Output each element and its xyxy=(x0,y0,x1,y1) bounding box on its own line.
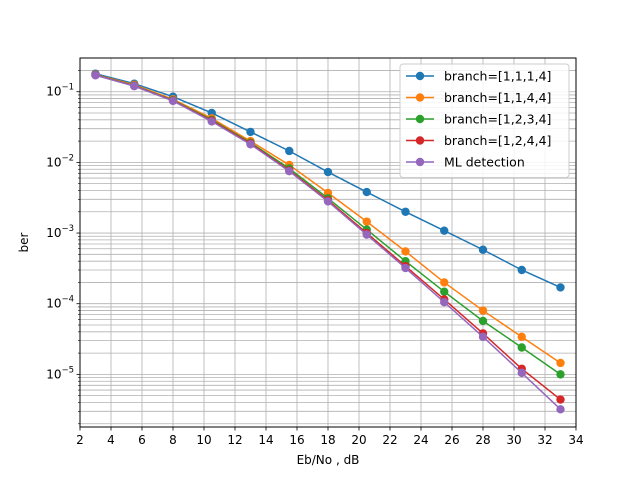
data-point xyxy=(362,230,371,239)
legend-label: branch=[1,1,4,4] xyxy=(444,90,551,105)
data-point xyxy=(362,187,371,197)
x-tick-label: 26 xyxy=(444,433,459,447)
y-axis-label: ber xyxy=(17,232,31,252)
data-point xyxy=(440,298,449,307)
x-tick-label: 16 xyxy=(289,433,304,447)
y-tick-label: 10−1 xyxy=(46,83,74,99)
data-point xyxy=(478,306,488,315)
x-tick-label: 6 xyxy=(138,433,146,447)
legend-label: branch=[1,2,4,4] xyxy=(444,133,551,148)
x-tick-label: 22 xyxy=(382,433,397,447)
legend-box xyxy=(399,63,570,178)
legend-label: branch=[1,2,3,4] xyxy=(444,112,551,127)
data-point xyxy=(556,370,565,379)
data-point xyxy=(440,287,449,296)
legend-item: branch=[1,1,1,4] xyxy=(406,69,551,84)
data-point xyxy=(556,358,565,368)
legend-marker xyxy=(415,114,425,124)
data-point xyxy=(517,343,526,352)
data-point xyxy=(517,368,526,378)
x-tick-label: 32 xyxy=(537,433,552,447)
data-point xyxy=(362,217,371,226)
series-4 xyxy=(91,71,565,414)
data-point xyxy=(478,316,488,326)
x-tick-label: 30 xyxy=(506,433,521,447)
y-axis-ticks: 10−5 10−4 10−3 10−2 10−1 xyxy=(46,70,80,425)
legend-marker xyxy=(415,136,425,145)
data-point xyxy=(207,117,216,126)
x-tick-label: 8 xyxy=(169,433,177,447)
y-tick-label: 10−5 xyxy=(46,365,74,381)
data-point xyxy=(285,167,294,176)
x-tick-label: 18 xyxy=(320,433,335,447)
data-point xyxy=(478,245,488,254)
data-point xyxy=(168,96,178,106)
x-tick-label: 20 xyxy=(351,433,366,447)
y-tick-label: 10−3 xyxy=(46,224,74,240)
x-tick-label: 14 xyxy=(258,433,273,447)
data-point xyxy=(478,332,488,342)
series-layer xyxy=(91,69,565,414)
x-tick-label: 28 xyxy=(475,433,490,447)
legend-item: branch=[1,1,4,4] xyxy=(406,90,551,105)
data-point xyxy=(246,140,255,149)
x-tick-label: 10 xyxy=(196,433,211,447)
legend-label: branch=[1,1,1,4] xyxy=(444,69,551,84)
legend-marker xyxy=(415,157,425,167)
legend-item: branch=[1,2,4,4] xyxy=(406,133,551,148)
data-point xyxy=(556,395,565,404)
data-point xyxy=(91,71,100,80)
data-point xyxy=(440,278,449,287)
legend: branch=[1,1,1,4] branch=[1,1,4,4] branch=[… xyxy=(399,63,570,178)
data-point xyxy=(440,226,449,235)
legend-item: branch=[1,2,3,4] xyxy=(406,112,551,127)
data-point xyxy=(246,127,255,137)
data-point xyxy=(323,197,333,206)
legend-label: ML detection xyxy=(444,155,525,170)
data-point xyxy=(130,81,139,91)
x-tick-label: 12 xyxy=(227,433,242,447)
data-point xyxy=(556,405,565,414)
y-tick-label: 10−2 xyxy=(46,153,74,169)
data-point xyxy=(556,283,565,292)
data-point xyxy=(285,146,294,156)
x-axis-label: Eb/No , dB xyxy=(297,453,360,467)
legend-marker xyxy=(415,71,425,81)
legend-item: ML detection xyxy=(406,155,525,170)
legend-marker xyxy=(415,93,425,102)
x-tick-label: 4 xyxy=(107,433,115,447)
data-point xyxy=(517,332,526,342)
x-tick-label: 34 xyxy=(568,433,583,447)
data-point xyxy=(517,265,526,275)
data-point xyxy=(401,263,410,273)
x-axis-ticks: 2 4 6 8 10 12 14 16 18 20 22 24 26 28 30 32 34 xyxy=(76,427,584,447)
x-tick-label: 2 xyxy=(76,433,84,447)
data-point xyxy=(401,207,410,216)
data-point xyxy=(323,167,333,177)
y-tick-label: 10−4 xyxy=(46,295,74,311)
data-point xyxy=(401,247,410,256)
x-tick-label: 24 xyxy=(413,433,428,447)
